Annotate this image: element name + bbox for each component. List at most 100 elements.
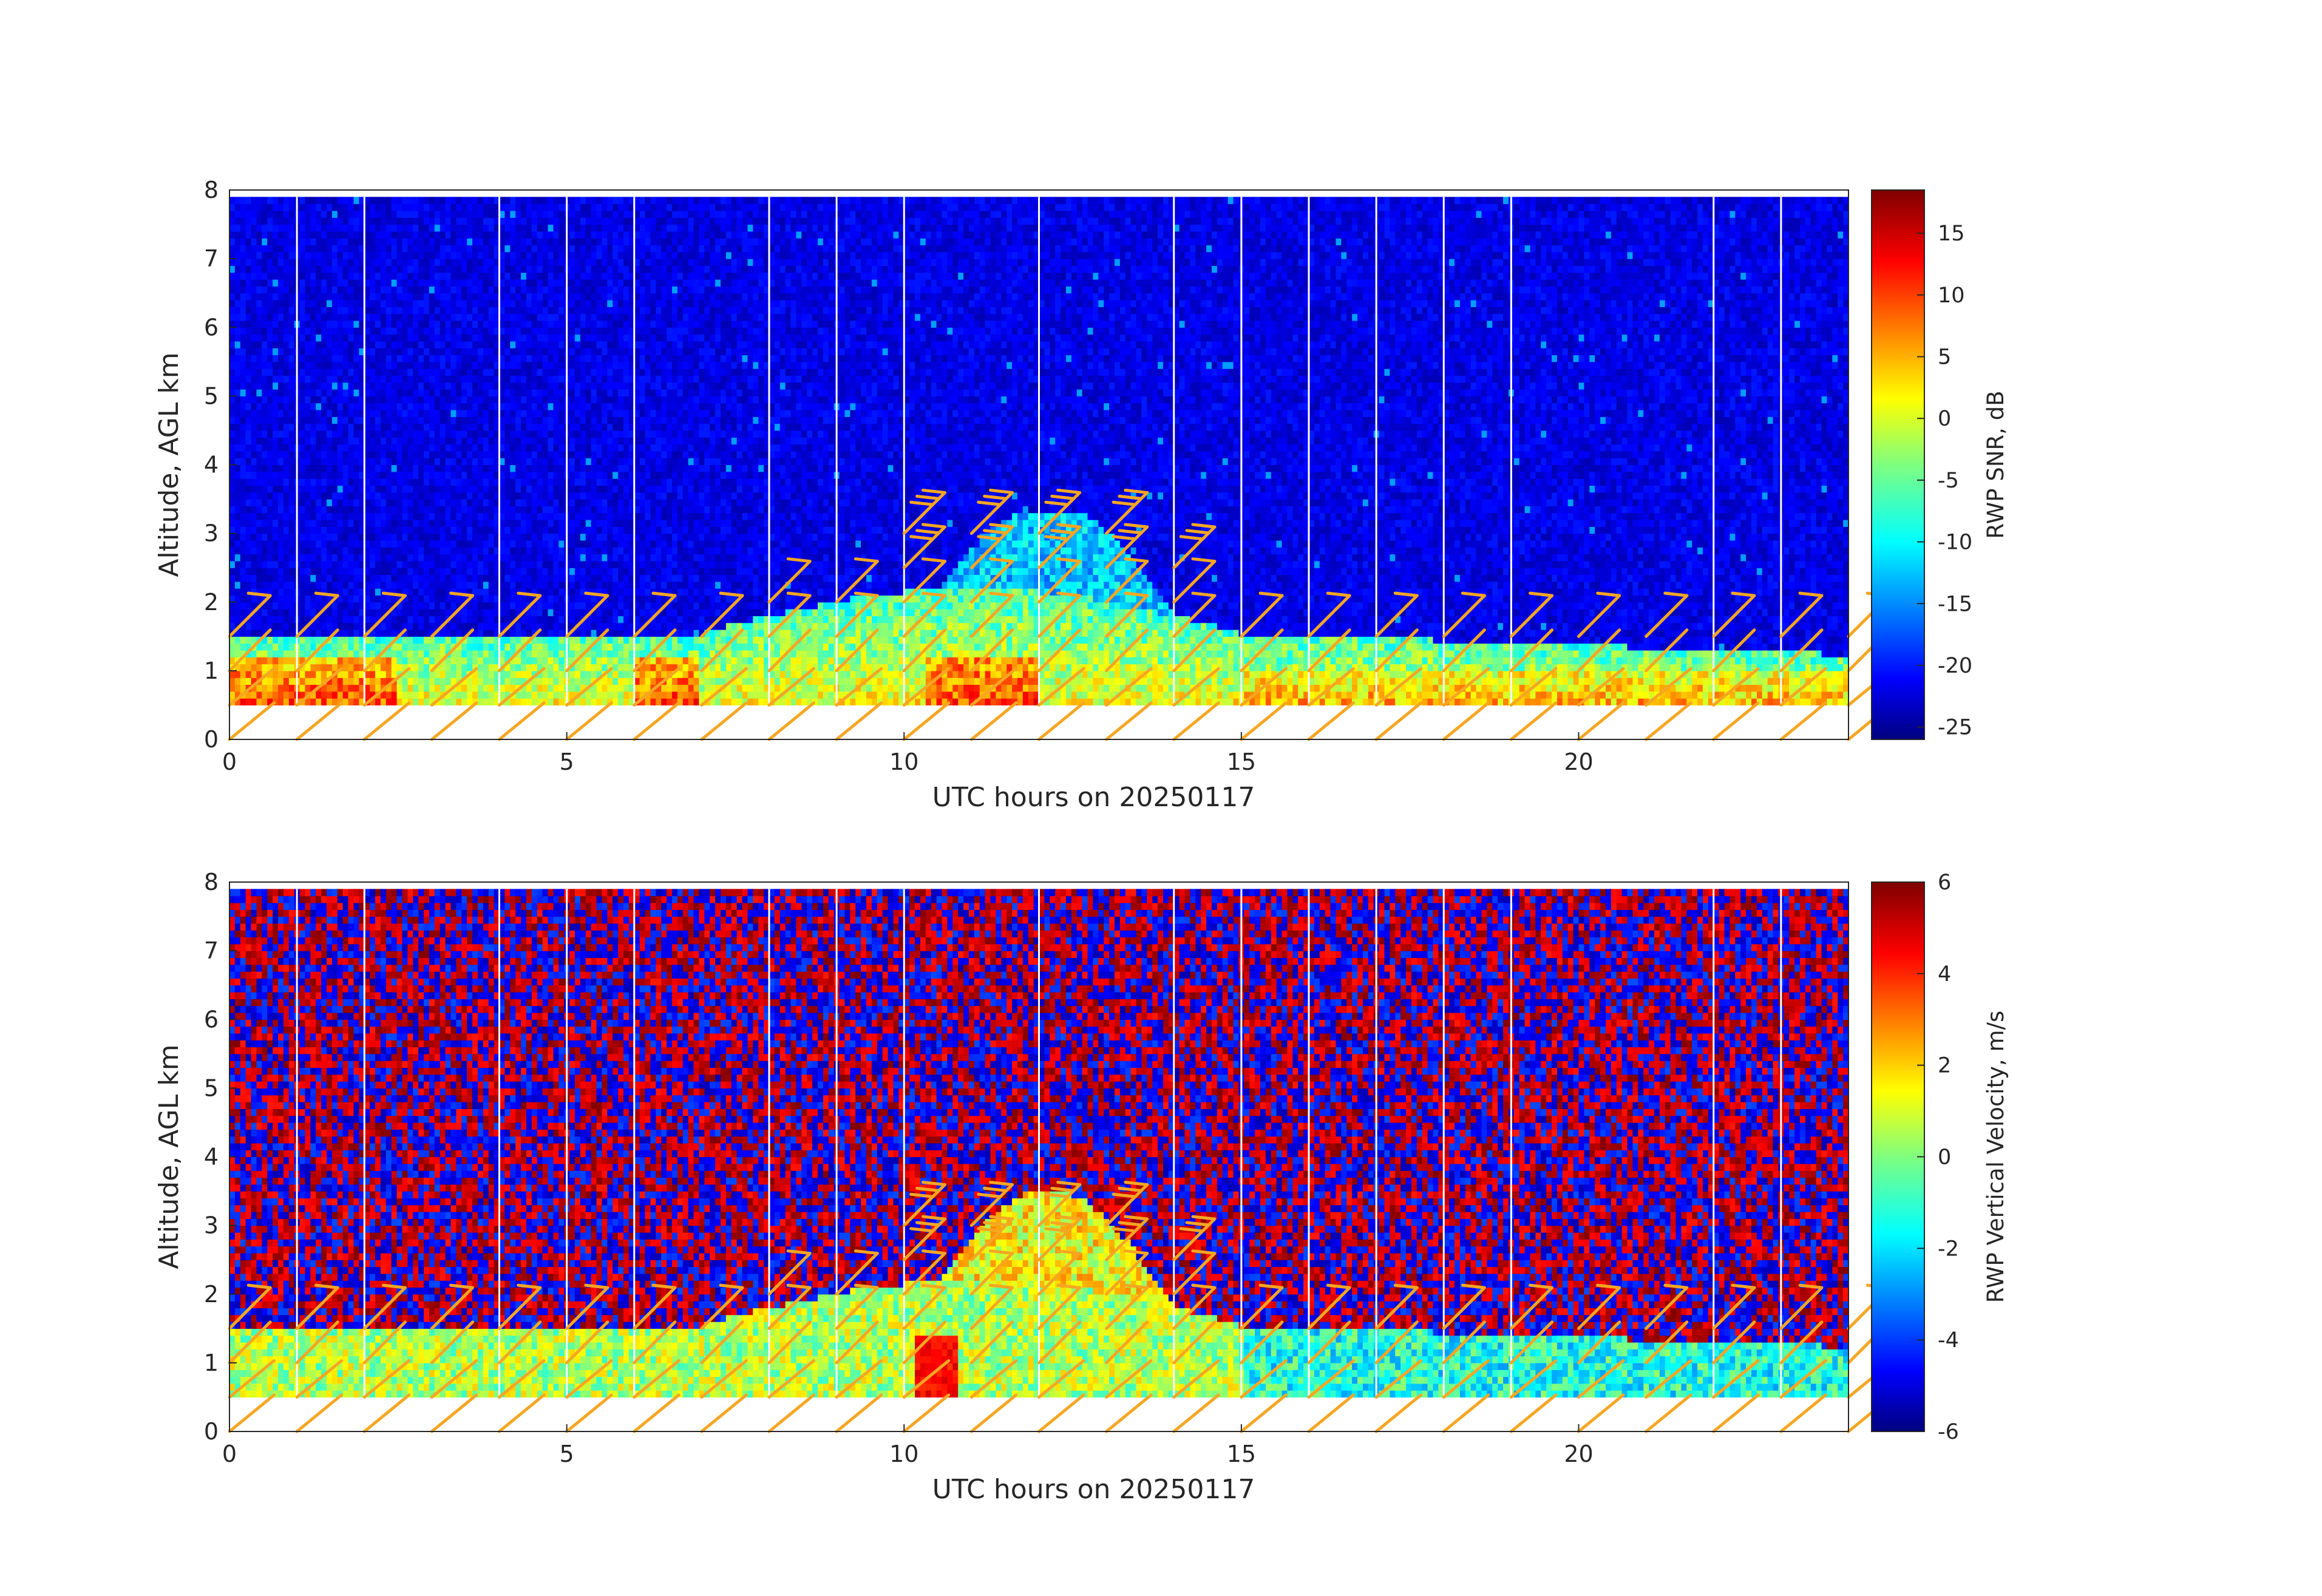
heatmap-cell: [321, 334, 327, 342]
heatmap-cell: [327, 341, 332, 348]
heatmap-cell: [273, 465, 278, 472]
heatmap-cell: [424, 636, 429, 643]
heatmap-cell: [343, 273, 348, 280]
heatmap-cell: [278, 609, 283, 616]
heatmap-cell: [283, 609, 289, 616]
heatmap-cell: [467, 437, 472, 444]
heatmap-cell: [305, 609, 310, 616]
heatmap-cell: [483, 225, 489, 232]
heatmap-cell: [256, 279, 262, 287]
heatmap-cell: [504, 602, 510, 610]
heatmap-cell: [461, 506, 467, 513]
heatmap-cell: [478, 265, 483, 273]
heatmap-cell: [381, 561, 386, 568]
heatmap-cell: [332, 238, 338, 245]
heatmap-cell: [343, 492, 348, 500]
heatmap-cell: [413, 513, 418, 520]
heatmap-cell: [332, 513, 338, 520]
heatmap-cell: [343, 478, 348, 486]
heatmap-cell: [289, 520, 294, 527]
heatmap-cell: [429, 485, 435, 492]
heatmap-cell: [472, 561, 478, 568]
heatmap-cell: [273, 334, 278, 342]
heatmap-cell: [310, 334, 316, 342]
heatmap-cell: [381, 416, 386, 424]
heatmap-cell: [435, 265, 440, 273]
heatmap-cell: [429, 602, 435, 610]
heatmap-cell: [316, 368, 321, 376]
heatmap-cell: [407, 465, 413, 472]
heatmap-cell: [229, 444, 235, 452]
heatmap-cell: [418, 595, 424, 602]
heatmap-cell: [402, 499, 407, 506]
heatmap-cell: [489, 698, 494, 705]
heatmap-cell: [402, 204, 407, 211]
heatmap-cell: [262, 362, 267, 369]
heatmap-cell: [407, 650, 413, 657]
heatmap-cell: [305, 540, 310, 548]
heatmap-cell: [424, 677, 429, 685]
heatmap-cell: [273, 582, 278, 589]
heatmap-cell: [483, 204, 489, 211]
heatmap-cell: [246, 382, 251, 390]
heatmap-cell: [262, 307, 267, 314]
heatmap-cell: [375, 430, 381, 438]
heatmap-cell: [235, 472, 240, 479]
heatmap-cell: [392, 348, 397, 355]
heatmap-cell: [283, 341, 289, 348]
heatmap-cell: [332, 677, 338, 685]
heatmap-cell: [289, 657, 294, 664]
heatmap-cell: [456, 534, 461, 541]
heatmap-cell: [370, 451, 375, 458]
heatmap-cell: [343, 513, 348, 520]
heatmap-cell: [240, 478, 246, 486]
heatmap-cell: [478, 609, 483, 616]
heatmap-cell: [316, 575, 321, 582]
heatmap-cell: [310, 204, 316, 211]
heatmap-cell: [483, 348, 489, 355]
heatmap-cell: [392, 582, 397, 589]
heatmap-cell: [283, 643, 289, 651]
heatmap-cell: [467, 355, 472, 362]
heatmap-cell: [397, 314, 402, 321]
heatmap-cell: [392, 451, 397, 458]
heatmap-cell: [338, 355, 343, 362]
heatmap-cell: [489, 677, 494, 685]
heatmap-cell: [267, 609, 273, 616]
heatmap-cell: [310, 416, 316, 424]
heatmap-cell: [300, 225, 305, 232]
heatmap-cell: [456, 327, 461, 334]
heatmap-cell: [418, 382, 424, 390]
heatmap-cell: [461, 341, 467, 348]
heatmap-cell: [450, 630, 456, 637]
heatmap-cell: [332, 437, 338, 444]
heatmap-cell: [504, 650, 510, 657]
heatmap-cell: [370, 472, 375, 479]
heatmap-cell: [353, 362, 359, 369]
heatmap-cell: [489, 238, 494, 245]
heatmap-cell: [489, 410, 494, 417]
heatmap-cell: [246, 321, 251, 328]
heatmap-cell: [229, 217, 235, 225]
heatmap-cell: [386, 362, 392, 369]
heatmap-cell: [375, 334, 381, 342]
heatmap-cell: [316, 252, 321, 259]
heatmap-cell: [450, 451, 456, 458]
heatmap-cell: [283, 630, 289, 637]
heatmap-cell: [450, 540, 456, 548]
heatmap-cell: [483, 314, 489, 321]
heatmap-cell: [461, 575, 467, 582]
heatmap-cell: [283, 355, 289, 362]
heatmap-cell: [305, 630, 310, 637]
heatmap-cell: [402, 437, 407, 444]
heatmap-cell: [348, 677, 354, 685]
heatmap-cell: [316, 341, 321, 348]
heatmap-cell: [348, 327, 354, 334]
heatmap-cell: [353, 554, 359, 562]
heatmap-cell: [240, 485, 246, 492]
heatmap-cell: [467, 389, 472, 396]
heatmap-cell: [450, 575, 456, 582]
heatmap-cell: [450, 458, 456, 465]
heatmap-cell: [483, 534, 489, 541]
heatmap-cell: [289, 499, 294, 506]
